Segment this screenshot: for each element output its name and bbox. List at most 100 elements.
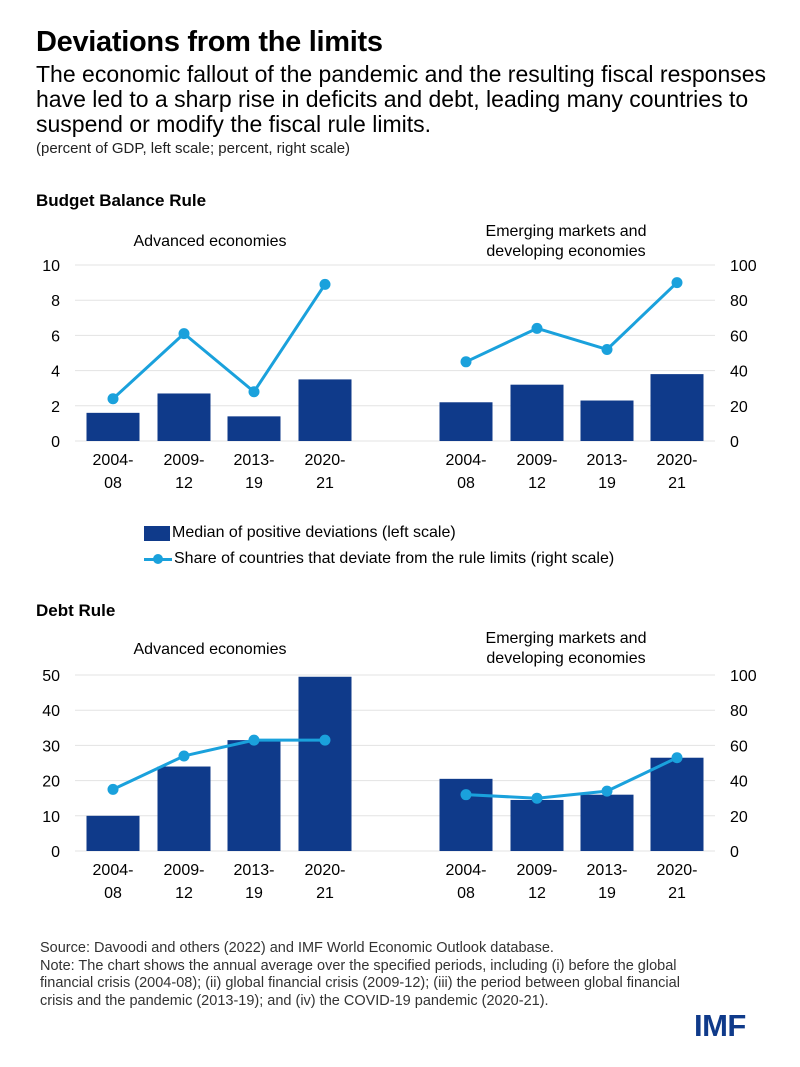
footnote: Source: Davoodi and others (2022) and IM…: [40, 940, 680, 1010]
share-point: [248, 734, 260, 746]
category-label: 19: [598, 475, 616, 492]
bar: [580, 794, 634, 851]
right-axis-tick-label: 0: [730, 844, 739, 861]
bar: [227, 416, 281, 441]
units-note: (percent of GDP, left scale; percent, ri…: [36, 140, 351, 157]
share-point: [601, 343, 613, 355]
right-axis-tick-label: 0: [730, 434, 739, 451]
left-axis-tick-label: 20: [42, 774, 60, 791]
bar: [439, 402, 493, 441]
category-label: 08: [104, 475, 122, 492]
left-axis-tick-label: 40: [42, 703, 60, 720]
share-point: [601, 785, 613, 797]
right-axis-tick-label: 80: [730, 703, 748, 720]
bar: [298, 676, 352, 851]
bar: [157, 766, 211, 851]
category-label: 2004-: [446, 452, 487, 469]
right-axis-tick-label: 60: [730, 328, 748, 345]
bar: [650, 757, 704, 851]
category-label: 08: [104, 885, 122, 902]
right-axis-tick-label: 80: [730, 293, 748, 310]
share-line: [465, 756, 678, 800]
source-note: Source: Davoodi and others (2022) and IM…: [40, 940, 554, 956]
right-axis-tick-label: 60: [730, 738, 748, 755]
share-point: [460, 789, 472, 801]
share-point: [319, 278, 331, 290]
category-label: 08: [457, 885, 475, 902]
panel-label-emerging-budget: Emerging markets and developing economie…: [485, 223, 647, 260]
budget-balance-chart: 02468100204060801002004-082009-122013-19…: [42, 258, 757, 492]
bar: [157, 393, 211, 441]
bar: [86, 412, 140, 441]
share-line: [112, 738, 325, 791]
category-label: 12: [175, 885, 193, 902]
legend-item-bar: Median of positive deviations (left scal…: [144, 520, 614, 546]
right-axis-tick-label: 100: [730, 668, 757, 685]
legend-line-swatch: [144, 552, 172, 567]
legend-item-line: Share of countries that deviate from the…: [144, 546, 614, 572]
bar: [650, 374, 704, 441]
left-axis-tick-label: 10: [42, 809, 60, 826]
category-label: 21: [668, 475, 686, 492]
share-point: [319, 734, 331, 746]
page-title: Deviations from the limits: [36, 26, 383, 58]
right-axis-tick-label: 40: [730, 364, 748, 381]
share-line: [111, 283, 327, 400]
category-label: 19: [245, 885, 263, 902]
share-point: [107, 783, 119, 795]
category-label: 2020-: [305, 862, 346, 879]
imf-logo: IMF: [694, 1008, 746, 1043]
left-axis-tick-label: 8: [51, 293, 60, 310]
category-label: 2009-: [517, 862, 558, 879]
share-point: [178, 328, 190, 340]
panel-label-advanced-debt: Advanced economies: [133, 641, 287, 658]
share-point: [671, 752, 683, 764]
category-label: 19: [245, 475, 263, 492]
legend-line-label: Share of countries that deviate from the…: [174, 550, 615, 567]
left-axis-tick-label: 0: [51, 844, 60, 861]
section-title-debt: Debt Rule: [36, 601, 116, 620]
category-label: 2009-: [164, 452, 205, 469]
left-axis-tick-label: 0: [51, 434, 60, 451]
category-label: 12: [528, 885, 546, 902]
category-label: 21: [316, 885, 334, 902]
category-label: 12: [175, 475, 193, 492]
category-label: 2009-: [164, 862, 205, 879]
left-axis-tick-label: 2: [51, 399, 60, 416]
bar: [510, 384, 564, 441]
category-label: 2009-: [517, 452, 558, 469]
category-label: 08: [457, 475, 475, 492]
category-label: 2020-: [657, 862, 698, 879]
left-axis-tick-label: 4: [51, 364, 60, 381]
share-point: [107, 393, 119, 405]
legend-bar-label: Median of positive deviations (left scal…: [172, 524, 456, 541]
left-axis-tick-label: 10: [42, 258, 60, 275]
bar: [510, 799, 564, 851]
bar: [227, 740, 281, 851]
category-label: 2004-: [93, 862, 134, 879]
debt-rule-chart: 0 10 20 30 40 50 0 20 40 60 80 100 2004- 08 2009- 12 201…: [42, 668, 757, 902]
category-label: 21: [316, 475, 334, 492]
right-axis-tick-label: 100: [730, 258, 757, 275]
right-axis-tick-label: 40: [730, 774, 748, 791]
share-line: [465, 281, 679, 364]
category-label: 2020-: [657, 452, 698, 469]
left-axis-tick-label: 50: [42, 668, 60, 685]
share-point: [531, 322, 543, 334]
category-label: 2013-: [234, 862, 275, 879]
category-label: 19: [598, 885, 616, 902]
bar: [580, 400, 634, 441]
panel-label-emerging-debt: Emerging markets and developing economie…: [485, 630, 647, 667]
panel-label-advanced-budget: Advanced economies: [133, 233, 287, 250]
right-axis-tick-label: 20: [730, 399, 748, 416]
category-label: 2013-: [587, 862, 628, 879]
share-point: [460, 356, 472, 368]
explanatory-note: Note: The chart shows the annual average…: [40, 957, 680, 1009]
category-label: 2013-: [587, 452, 628, 469]
category-label: 2020-: [305, 452, 346, 469]
section-title-budget: Budget Balance Rule: [36, 191, 207, 210]
left-axis-tick-label: 30: [42, 738, 60, 755]
legend: Median of positive deviations (left scal…: [144, 520, 614, 572]
category-label: 2013-: [234, 452, 275, 469]
bar: [298, 379, 352, 441]
